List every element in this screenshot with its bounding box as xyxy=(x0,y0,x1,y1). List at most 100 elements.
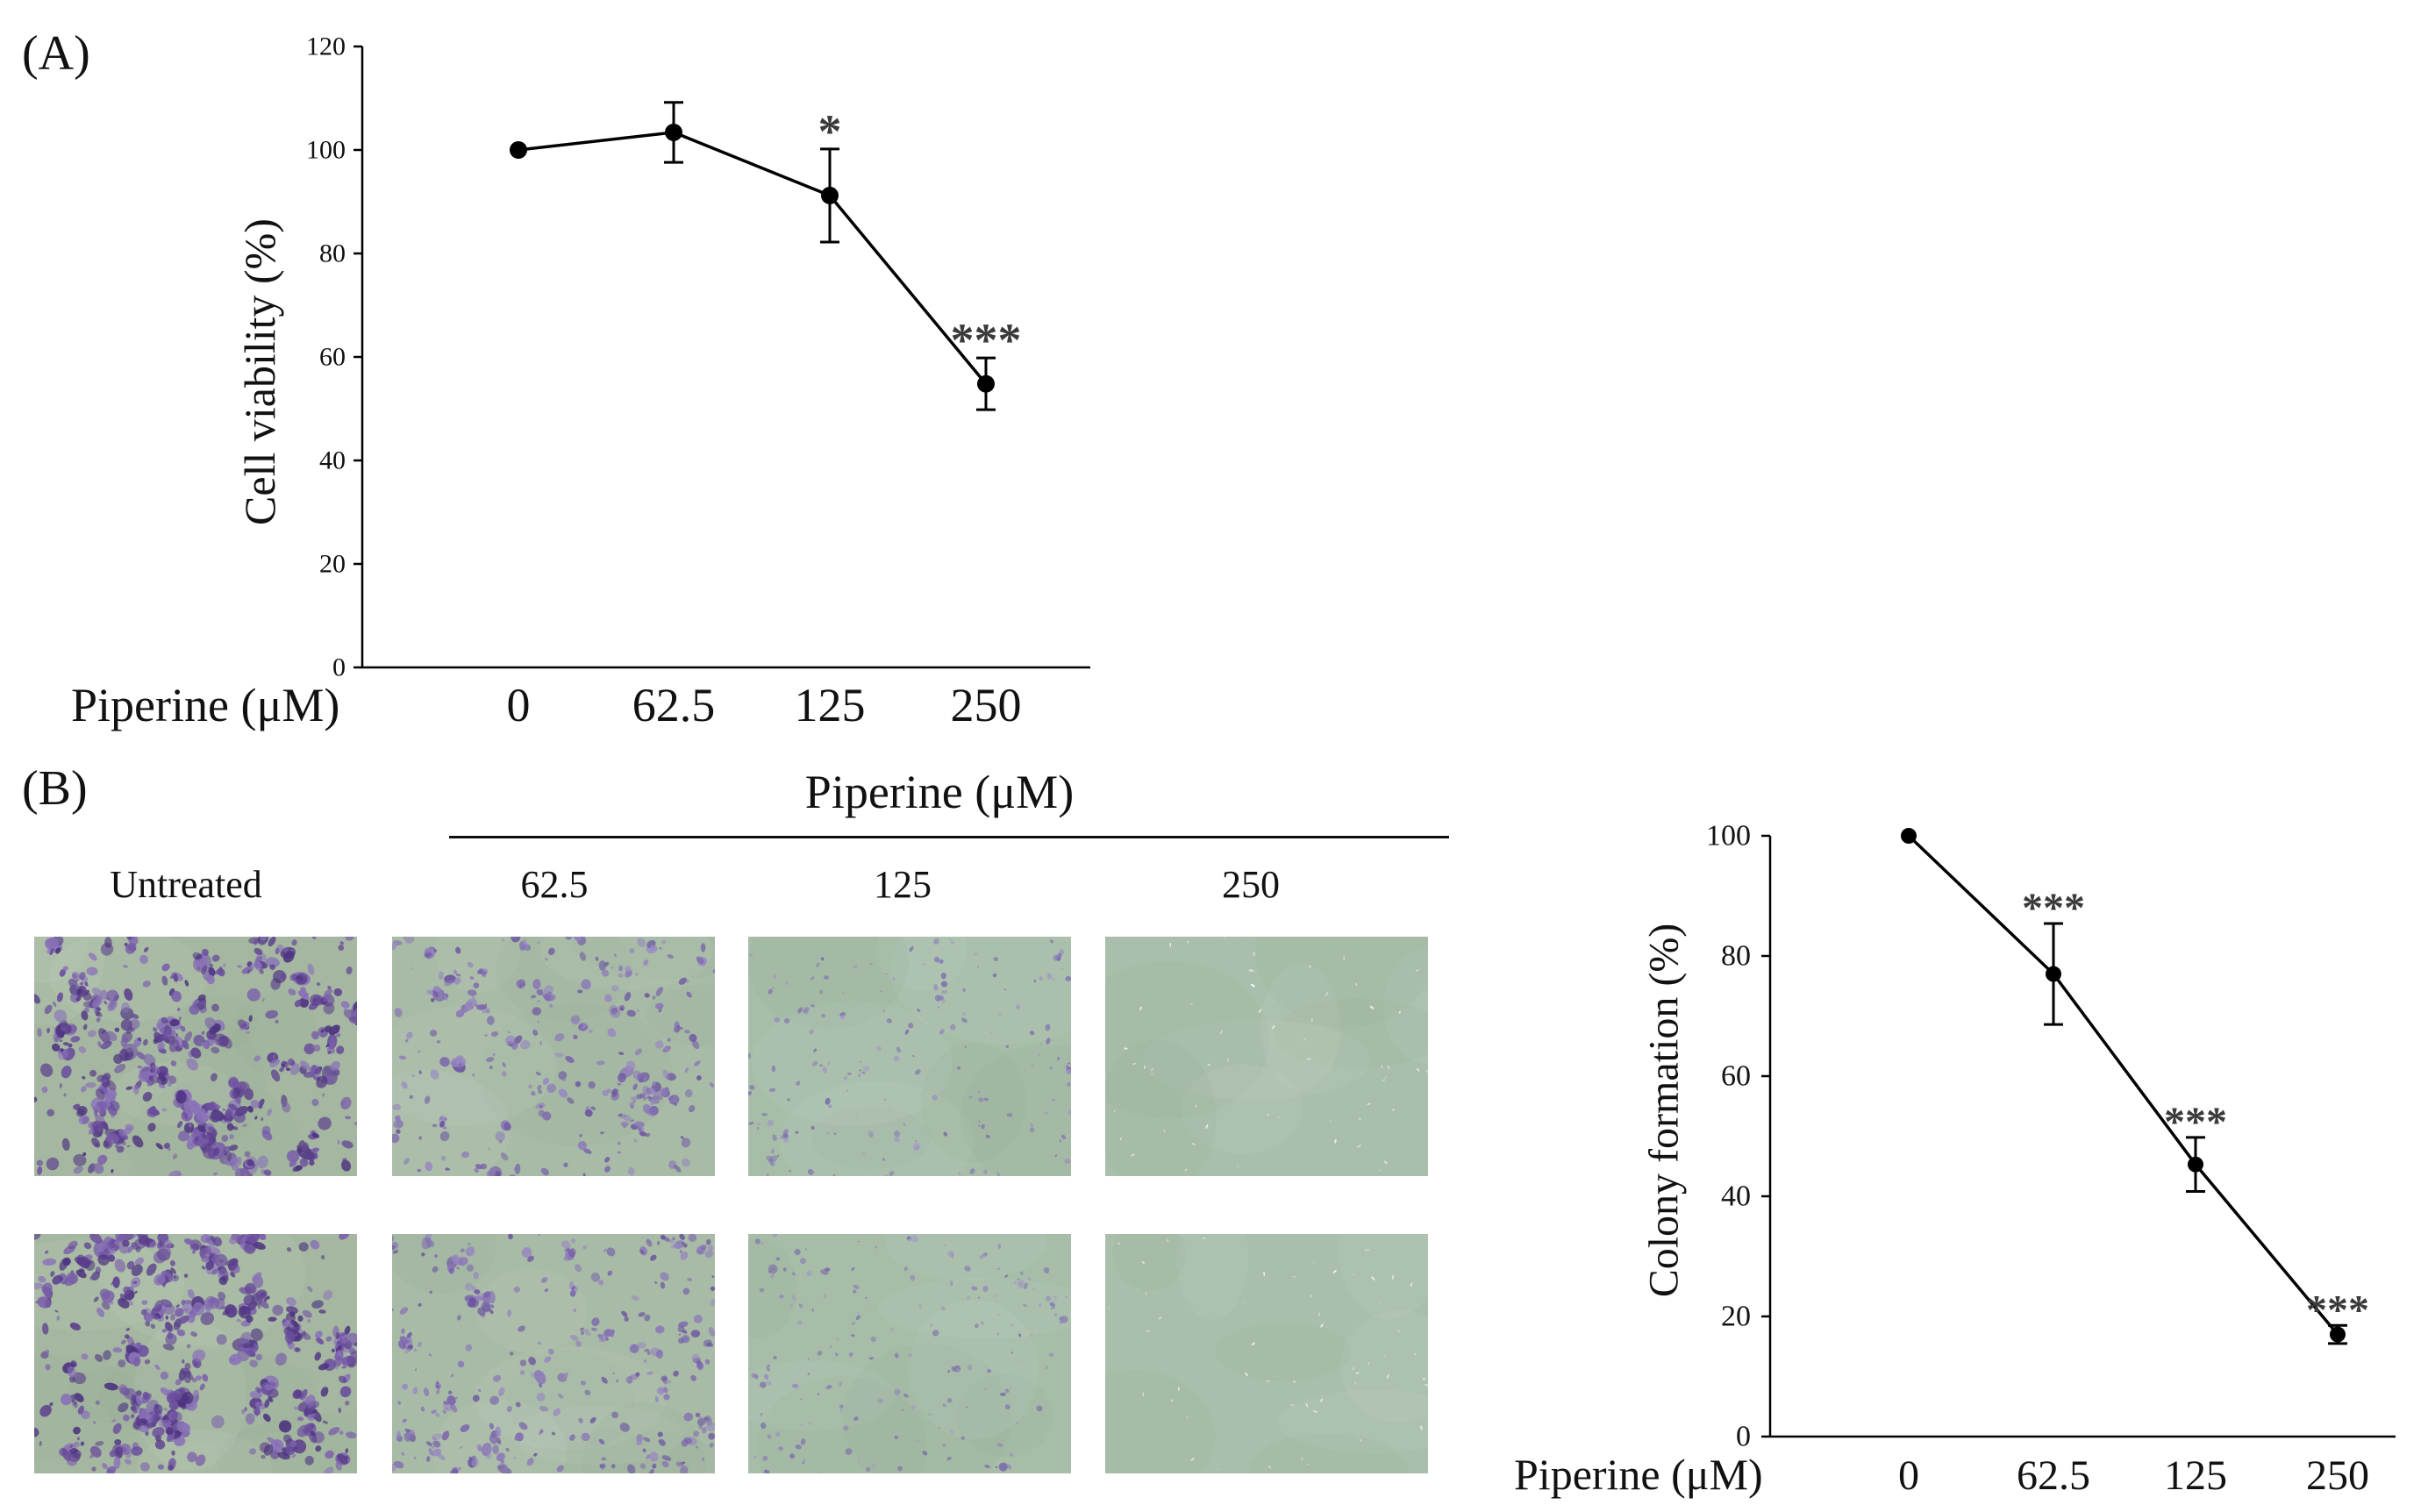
stain-spot xyxy=(125,1086,133,1090)
stain-spot xyxy=(914,1069,921,1075)
stain-spot xyxy=(852,1289,857,1294)
plate-shading xyxy=(956,1374,1053,1458)
stain-spot xyxy=(580,937,586,939)
stain-spot xyxy=(163,1142,170,1149)
stain-spot xyxy=(259,1300,269,1309)
stain-spot xyxy=(255,1353,262,1361)
stain-spot xyxy=(882,1009,886,1012)
stain-spot xyxy=(894,1388,901,1395)
stain-spot xyxy=(1066,1065,1069,1070)
stain-spot xyxy=(620,1121,629,1127)
stain-spot xyxy=(679,1249,682,1254)
stain-spot xyxy=(1010,1352,1014,1354)
stain-spot xyxy=(62,1257,71,1266)
stain-spot xyxy=(805,1248,807,1251)
stain-spot xyxy=(629,948,635,953)
stain-spot xyxy=(577,1140,587,1151)
stain-spot xyxy=(443,995,448,1001)
stain-spot xyxy=(1056,952,1060,959)
stain-spot xyxy=(1018,1359,1020,1362)
stain-spot xyxy=(46,1109,55,1117)
stain-spot xyxy=(397,1401,402,1405)
stain-spot xyxy=(97,1254,110,1266)
stain-spot xyxy=(160,1387,171,1396)
stain-spot xyxy=(538,1234,540,1237)
stain-spot xyxy=(337,1139,340,1145)
stain-spot xyxy=(983,1097,989,1102)
stain-spot xyxy=(977,1120,981,1123)
stain-spot xyxy=(607,1028,616,1038)
stain-spot xyxy=(613,1010,617,1015)
stain-spot xyxy=(1068,1109,1071,1116)
stain-spot xyxy=(344,1008,348,1013)
stain-spot xyxy=(404,1347,411,1354)
stain-spot xyxy=(323,1002,335,1015)
stain-spot xyxy=(492,1374,502,1382)
stain-spot xyxy=(433,948,438,952)
stain-spot xyxy=(918,1303,922,1309)
stain-spot xyxy=(192,1349,206,1362)
stain-spot xyxy=(140,1418,148,1424)
stain-spot xyxy=(546,1083,556,1094)
stain-spot xyxy=(250,1100,260,1109)
stain-spot xyxy=(539,1040,542,1045)
stain-spot xyxy=(46,1157,60,1171)
stain-spot xyxy=(472,1394,480,1402)
stain-spot xyxy=(824,975,829,981)
stain-spot xyxy=(637,938,646,947)
stain-spot xyxy=(947,1251,954,1258)
stain-spot xyxy=(489,1395,500,1405)
stain-spot xyxy=(634,1121,646,1128)
stain-spot xyxy=(439,1057,450,1067)
plate-background xyxy=(1105,937,1428,1176)
stain-spot xyxy=(431,1409,437,1415)
stain-spot xyxy=(800,1398,803,1401)
stain-spot xyxy=(467,989,477,996)
stain-spot xyxy=(840,1014,845,1020)
stain-spot xyxy=(120,1036,129,1047)
stain-spot xyxy=(661,1461,669,1467)
stain-spot xyxy=(268,1395,274,1402)
stain-spot xyxy=(894,1352,899,1359)
stain-spot xyxy=(824,1273,826,1275)
stain-spot xyxy=(392,1235,394,1238)
stain-spot xyxy=(403,1158,410,1165)
stain-spot xyxy=(331,1348,336,1353)
stain-spot xyxy=(272,1304,283,1316)
stain-spot xyxy=(161,1108,167,1112)
stain-spot xyxy=(165,1321,173,1331)
stain-spot xyxy=(930,1323,933,1328)
stain-spot xyxy=(1024,1282,1028,1289)
stain-spot xyxy=(518,1325,526,1332)
stain-spot xyxy=(168,1170,182,1176)
stain-spot xyxy=(109,1450,117,1458)
stain-spot xyxy=(435,1412,440,1417)
stain-spot xyxy=(300,1388,308,1401)
stain-spot xyxy=(160,1371,169,1380)
stain-spot xyxy=(426,1456,431,1462)
stain-spot xyxy=(528,1356,536,1366)
stain-spot xyxy=(332,1325,339,1337)
stain-spot xyxy=(466,1264,474,1272)
stain-spot xyxy=(607,1270,613,1276)
stain-spot xyxy=(115,1234,126,1243)
stain-spot xyxy=(949,1023,956,1031)
stain-spot xyxy=(996,1332,999,1336)
stain-spot xyxy=(766,1366,770,1372)
stain-spot xyxy=(261,998,265,1002)
stain-spot xyxy=(450,1373,454,1378)
stain-spot xyxy=(625,966,632,973)
stain-spot xyxy=(579,952,587,961)
stain-spot xyxy=(841,991,845,994)
stain-spot xyxy=(120,1019,132,1031)
stain-spot xyxy=(315,1445,322,1452)
stain-spot xyxy=(211,1003,219,1012)
stain-spot xyxy=(542,1077,550,1085)
stain-spot xyxy=(816,962,820,967)
stain-spot xyxy=(311,997,318,1003)
stain-spot xyxy=(95,1011,101,1016)
stain-spot xyxy=(678,1333,682,1336)
stain-spot xyxy=(39,1440,42,1446)
stain-spot xyxy=(482,1291,491,1298)
stain-spot xyxy=(621,1310,628,1317)
